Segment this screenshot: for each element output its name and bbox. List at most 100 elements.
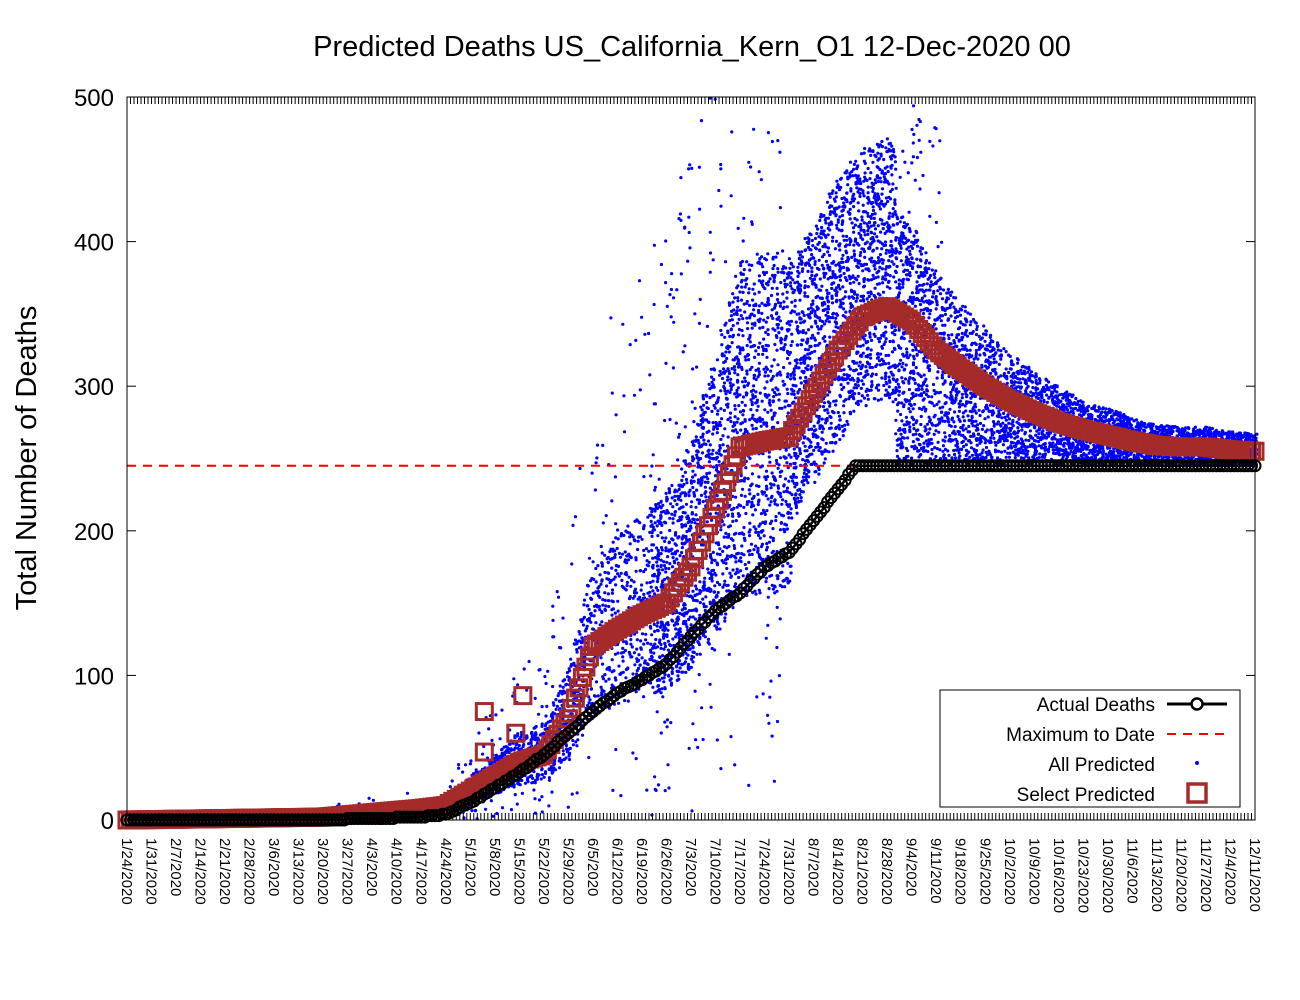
predicted-dot [814,224,819,228]
predicted-dot [533,797,537,801]
predicted-dot [694,738,698,742]
predicted-dot [758,591,762,595]
predicted-dot [659,521,663,525]
predicted-dot [601,521,605,525]
predicted-dot [813,260,817,264]
predicted-dot [653,629,657,634]
predicted-dot [794,452,798,456]
predicted-dot [784,399,788,403]
predicted-dot [674,621,678,625]
predicted-dot [771,255,775,259]
predicted-dot [668,562,672,566]
predicted-dot [845,419,849,423]
predicted-dot [709,552,713,557]
predicted-dot [757,290,761,294]
predicted-dot [659,515,663,519]
predicted-dot [781,564,785,568]
predicted-dot [558,689,563,693]
predicted-dot [653,642,657,646]
predicted-dot [691,615,695,619]
predicted-dot [779,301,783,305]
predicted-dot [745,502,749,507]
predicted-dot [761,492,765,496]
predicted-dot [861,203,865,207]
predicted-dot [642,570,646,574]
predicted-dot [676,458,680,462]
predicted-dot [725,557,730,561]
predicted-dot [620,552,625,556]
predicted-dot [773,342,777,347]
predicted-dot [630,645,634,649]
predicted-dot [692,490,696,495]
predicted-dot [570,792,574,796]
predicted-dot [696,438,700,442]
predicted-dot [737,559,741,563]
predicted-dot [741,334,745,338]
predicted-dot [774,478,778,483]
predicted-dot [673,499,677,503]
predicted-dot [818,218,822,223]
predicted-dot [780,406,784,410]
predicted-dot [855,278,859,282]
predicted-dot [741,487,745,491]
predicted-dot [823,339,827,343]
predicted-dot [701,420,705,424]
predicted-dot [735,431,739,435]
predicted-dot [754,592,758,596]
predicted-dot [784,266,788,270]
predicted-dot [859,386,863,390]
predicted-dot [792,288,797,292]
predicted-dot [798,376,803,380]
predicted-dot [744,511,748,516]
predicted-dot [788,281,793,285]
predicted-dot [571,738,575,743]
predicted-dot [796,274,800,278]
predicted-dot [644,632,648,636]
predicted-dot [742,505,746,509]
predicted-dot [652,651,656,655]
predicted-dot [764,349,768,353]
predicted-dot [715,455,720,459]
predicted-dot [715,412,720,416]
predicted-dot [670,547,674,551]
predicted-dot [742,268,746,272]
predicted-dot [837,427,842,431]
predicted-dot [822,461,826,465]
predicted-dot [642,524,646,528]
predicted-dot [745,260,749,264]
predicted-dot [659,642,663,647]
predicted-dot [736,386,741,390]
predicted-dot [677,670,681,674]
predicted-dot [726,435,730,439]
predicted-dot [765,355,769,359]
predicted-dot [581,623,586,627]
predicted-dot [715,427,720,431]
predicted-dot [670,496,674,500]
predicted-dot [608,550,612,554]
predicted-dot [674,531,678,535]
predicted-dot [683,603,687,607]
predicted-dot [677,535,681,539]
predicted-dot [721,443,725,447]
predicted-dot [682,620,686,624]
predicted-dot [846,257,851,261]
predicted-dot [625,561,629,565]
predicted-dot [624,588,628,592]
predicted-dot [731,335,735,339]
predicted-dot [552,703,556,707]
predicted-dot [600,564,605,568]
predicted-dot [783,585,787,589]
predicted-dot [692,494,697,498]
predicted-dot [845,238,849,242]
predicted-dot [568,669,572,673]
predicted-dot [642,596,647,600]
predicted-dot [710,569,714,573]
predicted-dot [802,436,806,440]
predicted-dot [779,495,783,499]
predicted-dot [790,516,794,520]
predicted-dot [707,460,712,464]
predicted-dot [498,754,502,759]
predicted-dot [580,733,585,737]
predicted-dot [608,580,612,585]
predicted-dot [783,343,787,347]
